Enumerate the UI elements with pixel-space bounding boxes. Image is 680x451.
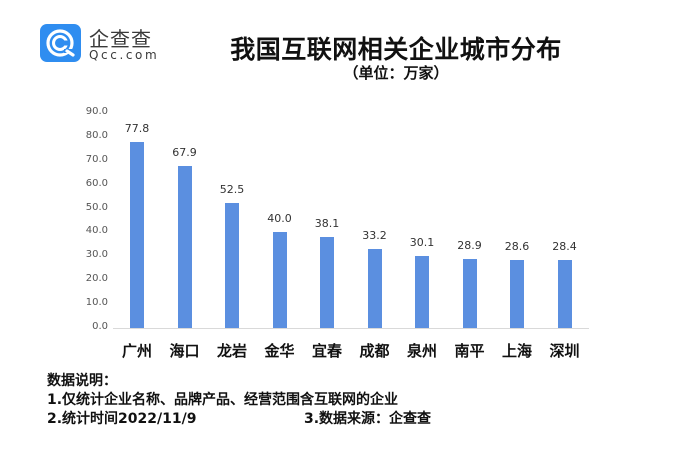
- bar-value-label: 28.4: [552, 240, 577, 254]
- bar-value-label: 33.2: [362, 228, 387, 242]
- bar-value-label: 52.5: [219, 182, 245, 196]
- bar: [557, 260, 572, 328]
- bar-value-label: 38.1: [314, 216, 340, 230]
- bar: [177, 165, 192, 328]
- y-tick-label: 10.0: [85, 297, 108, 309]
- x-axis-line: [113, 328, 589, 329]
- y-tick-label: 50.0: [85, 201, 108, 213]
- bar: [130, 142, 144, 328]
- y-tick-label: 90.0: [85, 106, 108, 117]
- x-category-label: 金华: [264, 342, 295, 360]
- x-category-label: 上海: [501, 342, 532, 360]
- logo-name-cn: 企查查: [89, 27, 152, 51]
- notes-heading: 数据说明：: [47, 373, 117, 389]
- qcc-logo-icon: [40, 24, 81, 62]
- x-category-label: 龙岩: [216, 342, 247, 360]
- bar-value-label: 28.9: [457, 238, 482, 252]
- y-tick-label: 30.0: [85, 249, 108, 261]
- bar: [510, 259, 524, 328]
- bar-value-label: 30.1: [409, 236, 435, 250]
- x-category-label: 深圳: [549, 342, 580, 360]
- qcc-logo: 企查查 Qcc.com: [40, 22, 180, 64]
- x-category-label: 泉州: [406, 342, 437, 360]
- notes-line-1: 1.仅统计企业名称、品牌产品、经营范围含互联网的企业: [47, 392, 399, 408]
- x-category-label: 海口: [169, 342, 200, 360]
- bar-value-label: 40.0: [267, 212, 292, 226]
- x-category-label: 宜春: [311, 342, 342, 360]
- x-category-label: 广州: [121, 342, 152, 360]
- bar: [320, 236, 334, 328]
- bar-value-label: 77.8: [124, 122, 150, 136]
- bar: [462, 258, 477, 328]
- y-tick-label: 60.0: [85, 177, 108, 189]
- y-tick-label: 0.0: [92, 321, 108, 332]
- bar: [272, 232, 287, 328]
- notes-line-2: 2.统计时间2022/11/9: [47, 411, 197, 427]
- data-notes: 数据说明： 1.仅统计企业名称、品牌产品、经营范围含互联网的企业 2.统计时间2…: [47, 372, 431, 429]
- bar: [225, 202, 239, 328]
- notes-line-3: 3.数据来源：企查查: [304, 411, 432, 427]
- y-tick-label: 40.0: [85, 225, 108, 237]
- chart-subtitle: （单位：万家）: [343, 64, 449, 82]
- y-tick-label: 80.0: [85, 129, 108, 141]
- bar-value-label: 28.6: [504, 239, 530, 253]
- bar: [415, 256, 429, 328]
- y-tick-label: 20.0: [85, 273, 108, 285]
- x-category-label: 成都: [359, 342, 390, 360]
- bar: [367, 248, 382, 328]
- y-tick-label: 70.0: [85, 153, 108, 165]
- chart-title: 我国互联网相关企业城市分布: [230, 35, 562, 64]
- bar-value-label: 67.9: [172, 145, 197, 159]
- x-category-label: 南平: [454, 342, 485, 360]
- logo-name-en: Qcc.com: [89, 48, 160, 62]
